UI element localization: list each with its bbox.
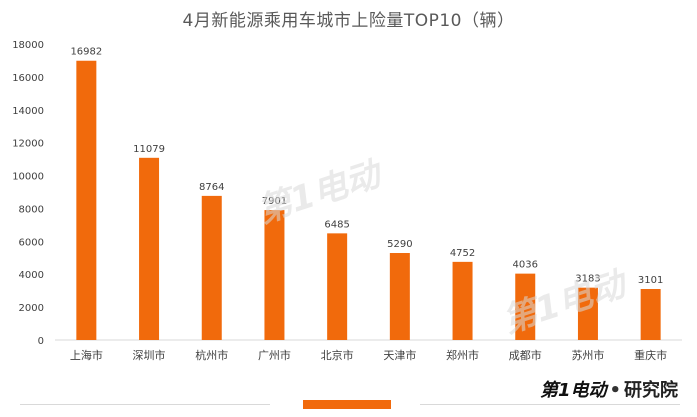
y-tick-label: 10000 [12, 172, 44, 183]
bar [640, 289, 661, 340]
bar [452, 261, 473, 340]
bar [139, 157, 160, 340]
x-tick-label: 重庆市 [634, 348, 667, 362]
data-label: 11079 [133, 144, 165, 155]
bar [577, 287, 598, 340]
bar [389, 253, 410, 340]
data-label: 3101 [638, 275, 663, 286]
data-label: 16982 [70, 47, 102, 58]
bar-series [76, 60, 661, 340]
brand-logo: 第1电动 [540, 380, 607, 401]
data-label: 5290 [387, 239, 412, 250]
y-axis: 0 2000 4000 6000 8000 10000 12000 14000 16000 180… [12, 40, 44, 347]
y-tick-label: 6000 [19, 237, 44, 248]
x-tick-label: 成都市 [509, 348, 542, 362]
x-tick-label: 北京市 [321, 348, 354, 362]
data-label: 3183 [575, 274, 600, 285]
x-axis: 上海市 深圳市 杭州市 广州市 北京市 天津市 郑州市 成都市 苏州市 重庆市 [55, 339, 682, 362]
bar [327, 233, 348, 340]
x-tick-label: 天津市 [383, 348, 416, 362]
chart-title: 4月新能源乘用车城市上险量TOP10（辆） [182, 11, 515, 31]
data-label: 6485 [324, 219, 349, 230]
y-tick-label: 8000 [19, 204, 44, 215]
brand-name: 研究院 [624, 380, 679, 401]
y-tick-label: 18000 [12, 40, 44, 51]
y-tick-label: 16000 [12, 73, 44, 84]
footer-accent-bar [303, 400, 391, 409]
x-tick-label: 杭州市 [195, 348, 228, 362]
data-label: 8764 [199, 182, 224, 193]
data-label: 4036 [513, 260, 538, 271]
y-tick-label: 4000 [19, 270, 44, 281]
x-tick-label: 上海市 [70, 348, 103, 362]
data-label: 7901 [262, 196, 287, 207]
bar [201, 195, 222, 340]
bar [76, 60, 97, 340]
footer-divider [420, 404, 680, 405]
x-tick-label: 深圳市 [133, 348, 166, 362]
y-tick-label: 12000 [12, 139, 44, 150]
x-tick-label: 苏州市 [571, 348, 604, 362]
x-tick-label: 郑州市 [446, 348, 479, 362]
brand-footer: 第1电动 • 研究院 [540, 376, 678, 402]
footer-divider [20, 404, 270, 405]
y-tick-label: 0 [38, 336, 44, 347]
bar [264, 210, 285, 340]
brand-separator: • [609, 380, 622, 401]
y-tick-label: 2000 [19, 303, 44, 314]
x-tick-label: 广州市 [258, 348, 291, 362]
bar [515, 273, 536, 340]
y-tick-label: 14000 [12, 106, 44, 117]
data-label: 4752 [450, 248, 475, 259]
data-labels: 16982 11079 8764 7901 6485 5290 4752 4036 3183 31… [70, 47, 663, 286]
